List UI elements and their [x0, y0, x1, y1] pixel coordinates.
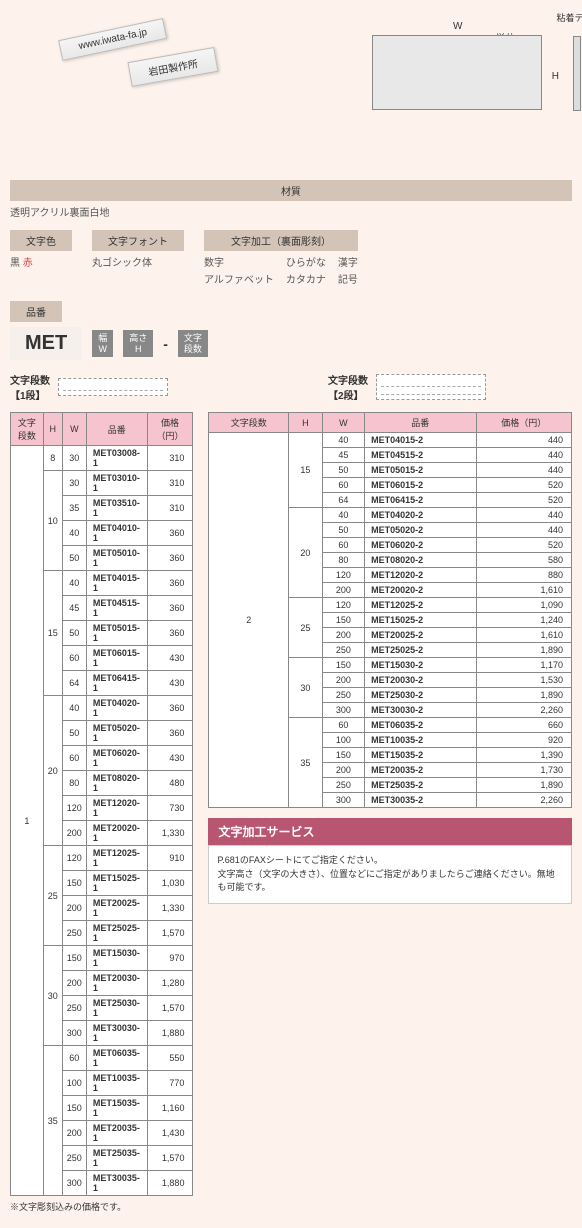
- service-text: P.681のFAXシートにてご指定ください。 文字高さ（文字の大きさ）、位置など…: [208, 845, 572, 904]
- process-v1: 数字: [204, 254, 274, 269]
- tape-label: 粘着テープ: [557, 11, 582, 24]
- dash: -: [163, 336, 168, 352]
- price-table-2: 文字段数HW品番価格（円）21540MET04015-244045MET0451…: [208, 412, 572, 808]
- font-value: 丸ゴシック体: [92, 251, 184, 272]
- dim-lines-box: 文字 段数: [178, 330, 208, 358]
- sample-plates: www.iwata-fa.jp 岩田製作所: [25, 40, 232, 69]
- process-v5: カタカナ: [286, 271, 326, 286]
- stage-header-1: 文字段数: [10, 372, 50, 387]
- plate-company: 岩田製作所: [127, 47, 218, 87]
- dimension-diagram: 単位：mm W H t 2 粘着テープ: [372, 35, 542, 110]
- color-black: 黒: [10, 258, 20, 269]
- process-v2: ひらがな: [286, 254, 326, 269]
- plate-url: www.iwata-fa.jp: [58, 18, 167, 61]
- stage2-label: 【2段】: [328, 387, 368, 402]
- color-header: 文字色: [10, 230, 72, 251]
- stage1-label: 【1段】: [10, 387, 50, 402]
- color-red: 赤: [23, 258, 33, 269]
- price-note: ※文字彫刻込みの価格です。: [10, 1200, 193, 1213]
- stage-header-2: 文字段数: [328, 372, 368, 387]
- process-v3: 漢字: [338, 254, 358, 269]
- font-header: 文字フォント: [92, 230, 184, 251]
- dim-width-box: 幅 W: [92, 330, 113, 358]
- process-v6: 記号: [338, 271, 358, 286]
- dim-h: H: [552, 71, 559, 82]
- material-header: 材質: [10, 180, 572, 201]
- service-header: 文字加工サービス: [208, 818, 572, 845]
- partno-header: 品番: [10, 301, 62, 322]
- price-table-1: 文字段数HW品番価格（円）1830MET03008-13101030MET030…: [10, 412, 193, 1196]
- material-value: 透明アクリル裏面白地: [10, 201, 572, 222]
- process-header: 文字加工（裏面彫刻）: [204, 230, 358, 251]
- stage1-box: [58, 378, 168, 396]
- met-label: MET: [10, 327, 82, 360]
- process-v4: アルファベット: [204, 271, 274, 286]
- dim-height-box: 高さ H: [123, 330, 153, 358]
- stage2-box: [376, 374, 486, 400]
- dim-w: W: [453, 21, 462, 32]
